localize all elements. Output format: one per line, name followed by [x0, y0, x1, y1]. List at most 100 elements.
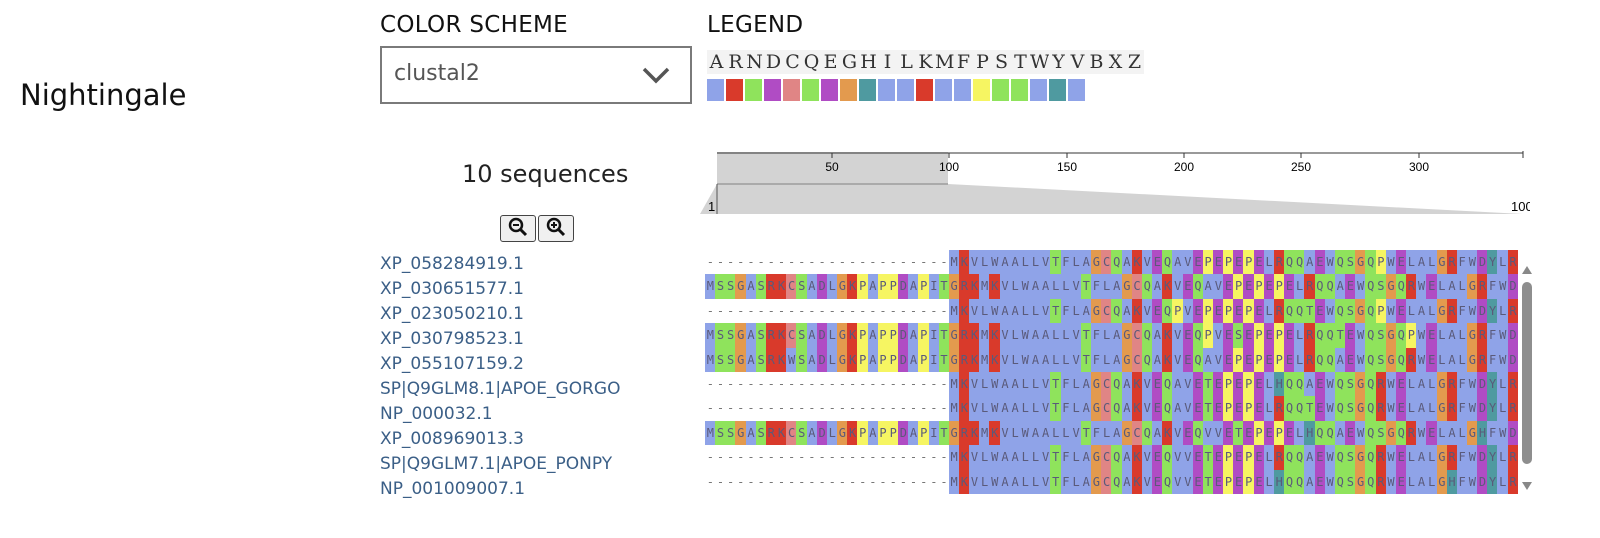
residue-cell: G — [1467, 420, 1478, 446]
color-scheme-select[interactable]: clustal2 — [380, 46, 692, 104]
scroll-down-icon[interactable] — [1521, 476, 1533, 490]
residue-cell: L — [1019, 445, 1031, 470]
residue-cell: K — [959, 250, 970, 275]
zoom-out-button[interactable] — [500, 215, 536, 242]
legend-swatch — [935, 79, 952, 101]
residue-cell: F — [1456, 250, 1468, 275]
residue-cell: E — [1182, 274, 1194, 299]
residue-cell: G — [1121, 323, 1133, 348]
sequence-label[interactable]: XP_008969013.3 — [380, 429, 524, 449]
residue-cell: W — [1385, 298, 1397, 324]
residue-cell: G — [837, 347, 848, 372]
residue-cell: Q — [1334, 372, 1346, 397]
residue-cell: E — [1314, 396, 1326, 421]
residue-cell: K — [1131, 396, 1143, 421]
residue-cell: K — [989, 420, 1001, 446]
residue-cell: Q — [1284, 298, 1295, 324]
zoom-in-button[interactable] — [538, 215, 574, 242]
sequence-label[interactable]: XP_023050210.1 — [380, 304, 524, 324]
ruler-tick-label: 300 — [1409, 160, 1429, 174]
residue-cell: V — [1182, 372, 1194, 397]
residue-cell: P — [887, 323, 899, 348]
residue-cell: A — [999, 250, 1011, 275]
residue-cell: - — [828, 255, 836, 269]
residue-cell: L — [1030, 469, 1041, 494]
residue-cell: R — [765, 347, 777, 372]
residue-cell: R — [1375, 445, 1387, 470]
residue-cell: - — [737, 450, 745, 465]
residue-cell: V — [1213, 420, 1224, 446]
residue-cell: K — [1162, 323, 1173, 348]
residue-cell: G — [948, 420, 960, 446]
residue-cell: - — [798, 255, 806, 269]
residue-cell: W — [1385, 396, 1397, 421]
sequence-label[interactable]: SP|Q9GLM7.1|APOE_PONPY — [380, 454, 613, 474]
residue-cell: G — [1121, 347, 1133, 372]
residue-cell: H — [1446, 469, 1458, 494]
residue-cell: V — [1182, 298, 1194, 324]
residue-cell: L — [1456, 323, 1468, 348]
residue-cell: W — [1385, 445, 1397, 470]
residue-cell: R — [1507, 396, 1518, 421]
residue-cell: G — [1355, 445, 1366, 470]
sequence-label[interactable]: SP|Q9GLM8.1|APOE_GORGO — [380, 379, 621, 399]
legend-swatch — [802, 79, 819, 101]
residue-cell: V — [1070, 347, 1082, 372]
residue-cell: Q — [1334, 445, 1346, 470]
legend-swatch — [840, 79, 857, 101]
residue-cell: - — [716, 450, 725, 465]
residue-cell: - — [818, 450, 826, 465]
sequence-label[interactable]: NP_001009007.1 — [380, 479, 526, 499]
residue-cell: - — [716, 401, 725, 416]
residue-cell: F — [1456, 396, 1468, 421]
sequence-label[interactable]: NP_000032.1 — [380, 404, 493, 424]
residue-cell: K — [1131, 298, 1143, 324]
sequence-label[interactable]: XP_030798523.1 — [380, 329, 524, 349]
residue-cell: M — [979, 323, 990, 348]
residue-cell: S — [755, 323, 767, 348]
sequence-label[interactable]: XP_058284919.1 — [380, 254, 524, 274]
sequence-label[interactable]: XP_055107159.2 — [380, 354, 524, 374]
residue-cell: K — [959, 469, 970, 494]
residue-cell: Q — [1141, 420, 1153, 446]
residue-cell: - — [828, 401, 836, 416]
residue-cell: G — [1467, 323, 1478, 348]
residue-cell: V — [1172, 420, 1184, 446]
residue-cell: L — [1070, 298, 1082, 324]
residue-cell: Q — [1314, 347, 1326, 372]
residue-cell: W — [989, 396, 1001, 421]
residue-cell: E — [1223, 420, 1234, 446]
residue-cell: G — [1436, 396, 1448, 421]
residue-cell: E — [1263, 323, 1275, 348]
residue-cell: R — [1273, 298, 1285, 324]
residue-cell: Q — [1334, 396, 1346, 421]
navigation-track[interactable]: 50 100 150 200 250 300 1 100 — [700, 140, 1533, 220]
residue-cell: Q — [1162, 469, 1173, 494]
residue-cell: P — [918, 323, 930, 348]
residue-cell: D — [816, 347, 828, 372]
residue-cell: Y — [1487, 298, 1498, 324]
ruler-tick-label: 250 — [1291, 160, 1311, 174]
residue-cell: - — [757, 474, 765, 489]
residue-cell: E — [1253, 469, 1265, 494]
residue-cell: Q — [1294, 250, 1305, 275]
scroll-up-icon[interactable] — [1521, 260, 1533, 274]
residue-cell: Q — [1324, 274, 1336, 299]
legend-letter: G — [840, 50, 859, 74]
residue-cell: Q — [1365, 445, 1377, 470]
residue-cell: P — [877, 274, 889, 299]
residue-cell: E — [1213, 469, 1224, 494]
sequence-label[interactable]: XP_030651577.1 — [380, 279, 524, 299]
residue-cell: T — [1050, 250, 1062, 275]
residue-cell: E — [1152, 298, 1163, 324]
residue-cell: R — [1446, 250, 1458, 275]
residue-cell: D — [1507, 323, 1518, 348]
residue-cell: E — [1284, 274, 1295, 299]
residue-cell: S — [796, 323, 808, 348]
scrollbar-thumb[interactable] — [1522, 282, 1532, 464]
residue-cell: - — [737, 401, 745, 416]
residue-cell: Q — [1395, 347, 1407, 372]
alignment-scrollbar[interactable] — [1518, 252, 1536, 492]
residue-cell: W — [786, 347, 797, 372]
